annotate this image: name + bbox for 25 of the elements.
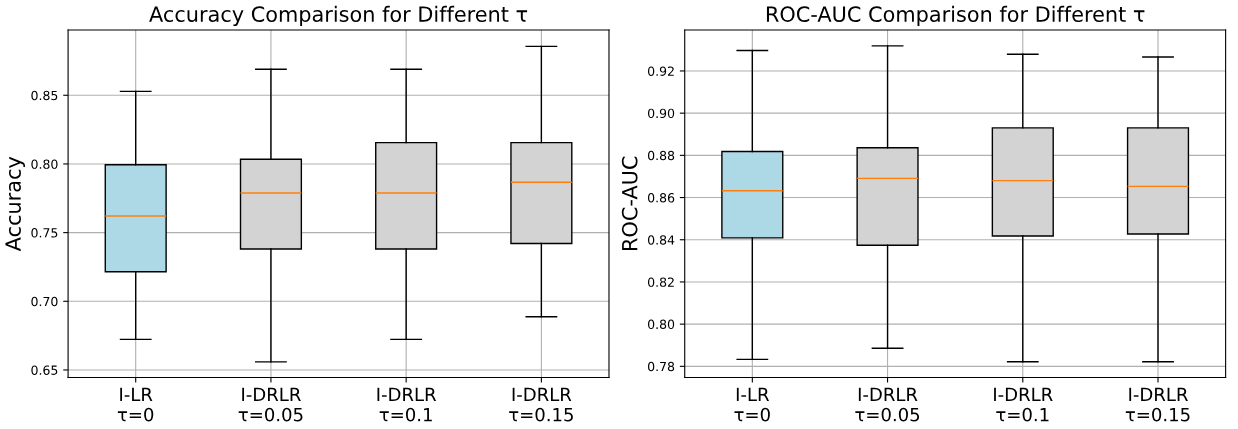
- y-tick-label: 0.80: [31, 159, 58, 169]
- x-tick-label: I-LR τ=0: [117, 387, 154, 422]
- y-tick-label: 0.75: [31, 228, 58, 238]
- y-tick-label: 0.65: [31, 365, 58, 375]
- y-tick-label: 0.85: [31, 90, 58, 101]
- y-tick-label: 0.92: [647, 66, 674, 76]
- y-tick-label: 0.70: [31, 296, 58, 307]
- y-tick-label: 0.82: [647, 277, 674, 287]
- chart-title: ROC-AUC Comparison for Different τ: [766, 5, 1145, 27]
- x-tick-label: I-DRLR τ=0.1: [377, 387, 437, 422]
- x-tick-label: I-DRLR τ=0.15: [509, 387, 573, 422]
- y-tick-label: 0.90: [647, 108, 675, 119]
- x-tick-label: I-DRLR τ=0.15: [1125, 387, 1190, 422]
- y-tick-label: 0.78: [647, 361, 675, 372]
- x-tick-label: I-DRLR τ=0.1: [994, 387, 1053, 422]
- y-tick-label: 0.80: [647, 319, 675, 330]
- y-tick-label: 0.86: [647, 193, 675, 203]
- x-tick-label: I-LR τ=0: [734, 387, 770, 422]
- y-axis-title: ROC-AUC: [621, 156, 638, 250]
- x-tick-label: I-DRLR τ=0.05: [855, 387, 920, 422]
- y-tick-label: 0.84: [647, 235, 675, 245]
- y-axis-title: Accuracy: [5, 156, 25, 252]
- chart-title: Accuracy Comparison for Different τ: [149, 5, 528, 27]
- x-tick-label: I-DRLR τ=0.05: [238, 387, 303, 422]
- y-tick-label: 0.88: [647, 150, 675, 161]
